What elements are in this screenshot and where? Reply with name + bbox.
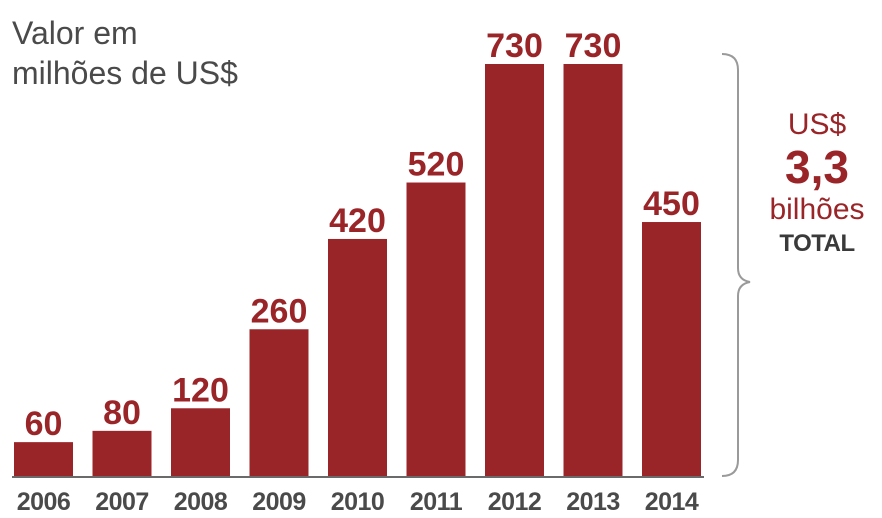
value-label-2007: 80 [103,394,141,432]
value-label-2014: 450 [643,185,700,223]
x-tick-label-2010: 2010 [331,488,385,516]
x-tick-label-2012: 2012 [488,488,542,516]
bar-2009 [249,329,309,476]
x-tick-label-2007: 2007 [95,488,149,516]
value-label-2013: 730 [565,27,622,65]
x-tick-label-2008: 2008 [174,488,228,516]
chart-title-line-2: milhões de US$ [12,55,238,91]
bar-2007 [92,430,152,476]
value-label-2008: 120 [172,371,229,409]
x-tick-label-2006: 2006 [17,488,71,516]
bar-2006 [14,442,73,476]
bar-2010 [328,238,387,476]
total-currency: US$ [787,108,847,141]
total-bracket [721,53,751,477]
bar-2014 [642,222,701,476]
total-label: TOTAL [779,230,855,257]
value-label-2010: 420 [329,202,386,240]
chart-title-line-1: Valor em [12,15,138,51]
x-tick-label-2014: 2014 [645,488,699,516]
bar-2013 [563,64,623,476]
total-value: 3,3 [785,141,849,193]
x-tick-label-2009: 2009 [252,488,306,516]
total-unit: bilhões [769,193,865,226]
bar-2011 [406,182,466,476]
total-summary: US$ 3,3 bilhões TOTAL [752,108,882,260]
x-tick-label-2013: 2013 [566,488,620,516]
value-label-2006: 60 [25,405,63,443]
value-label-2011: 520 [408,146,465,184]
x-tick-label-2011: 2011 [410,488,463,516]
bar-2012 [485,64,544,476]
bar-2008 [171,408,230,476]
value-label-2009: 260 [251,292,308,330]
value-label-2012: 730 [486,27,543,65]
